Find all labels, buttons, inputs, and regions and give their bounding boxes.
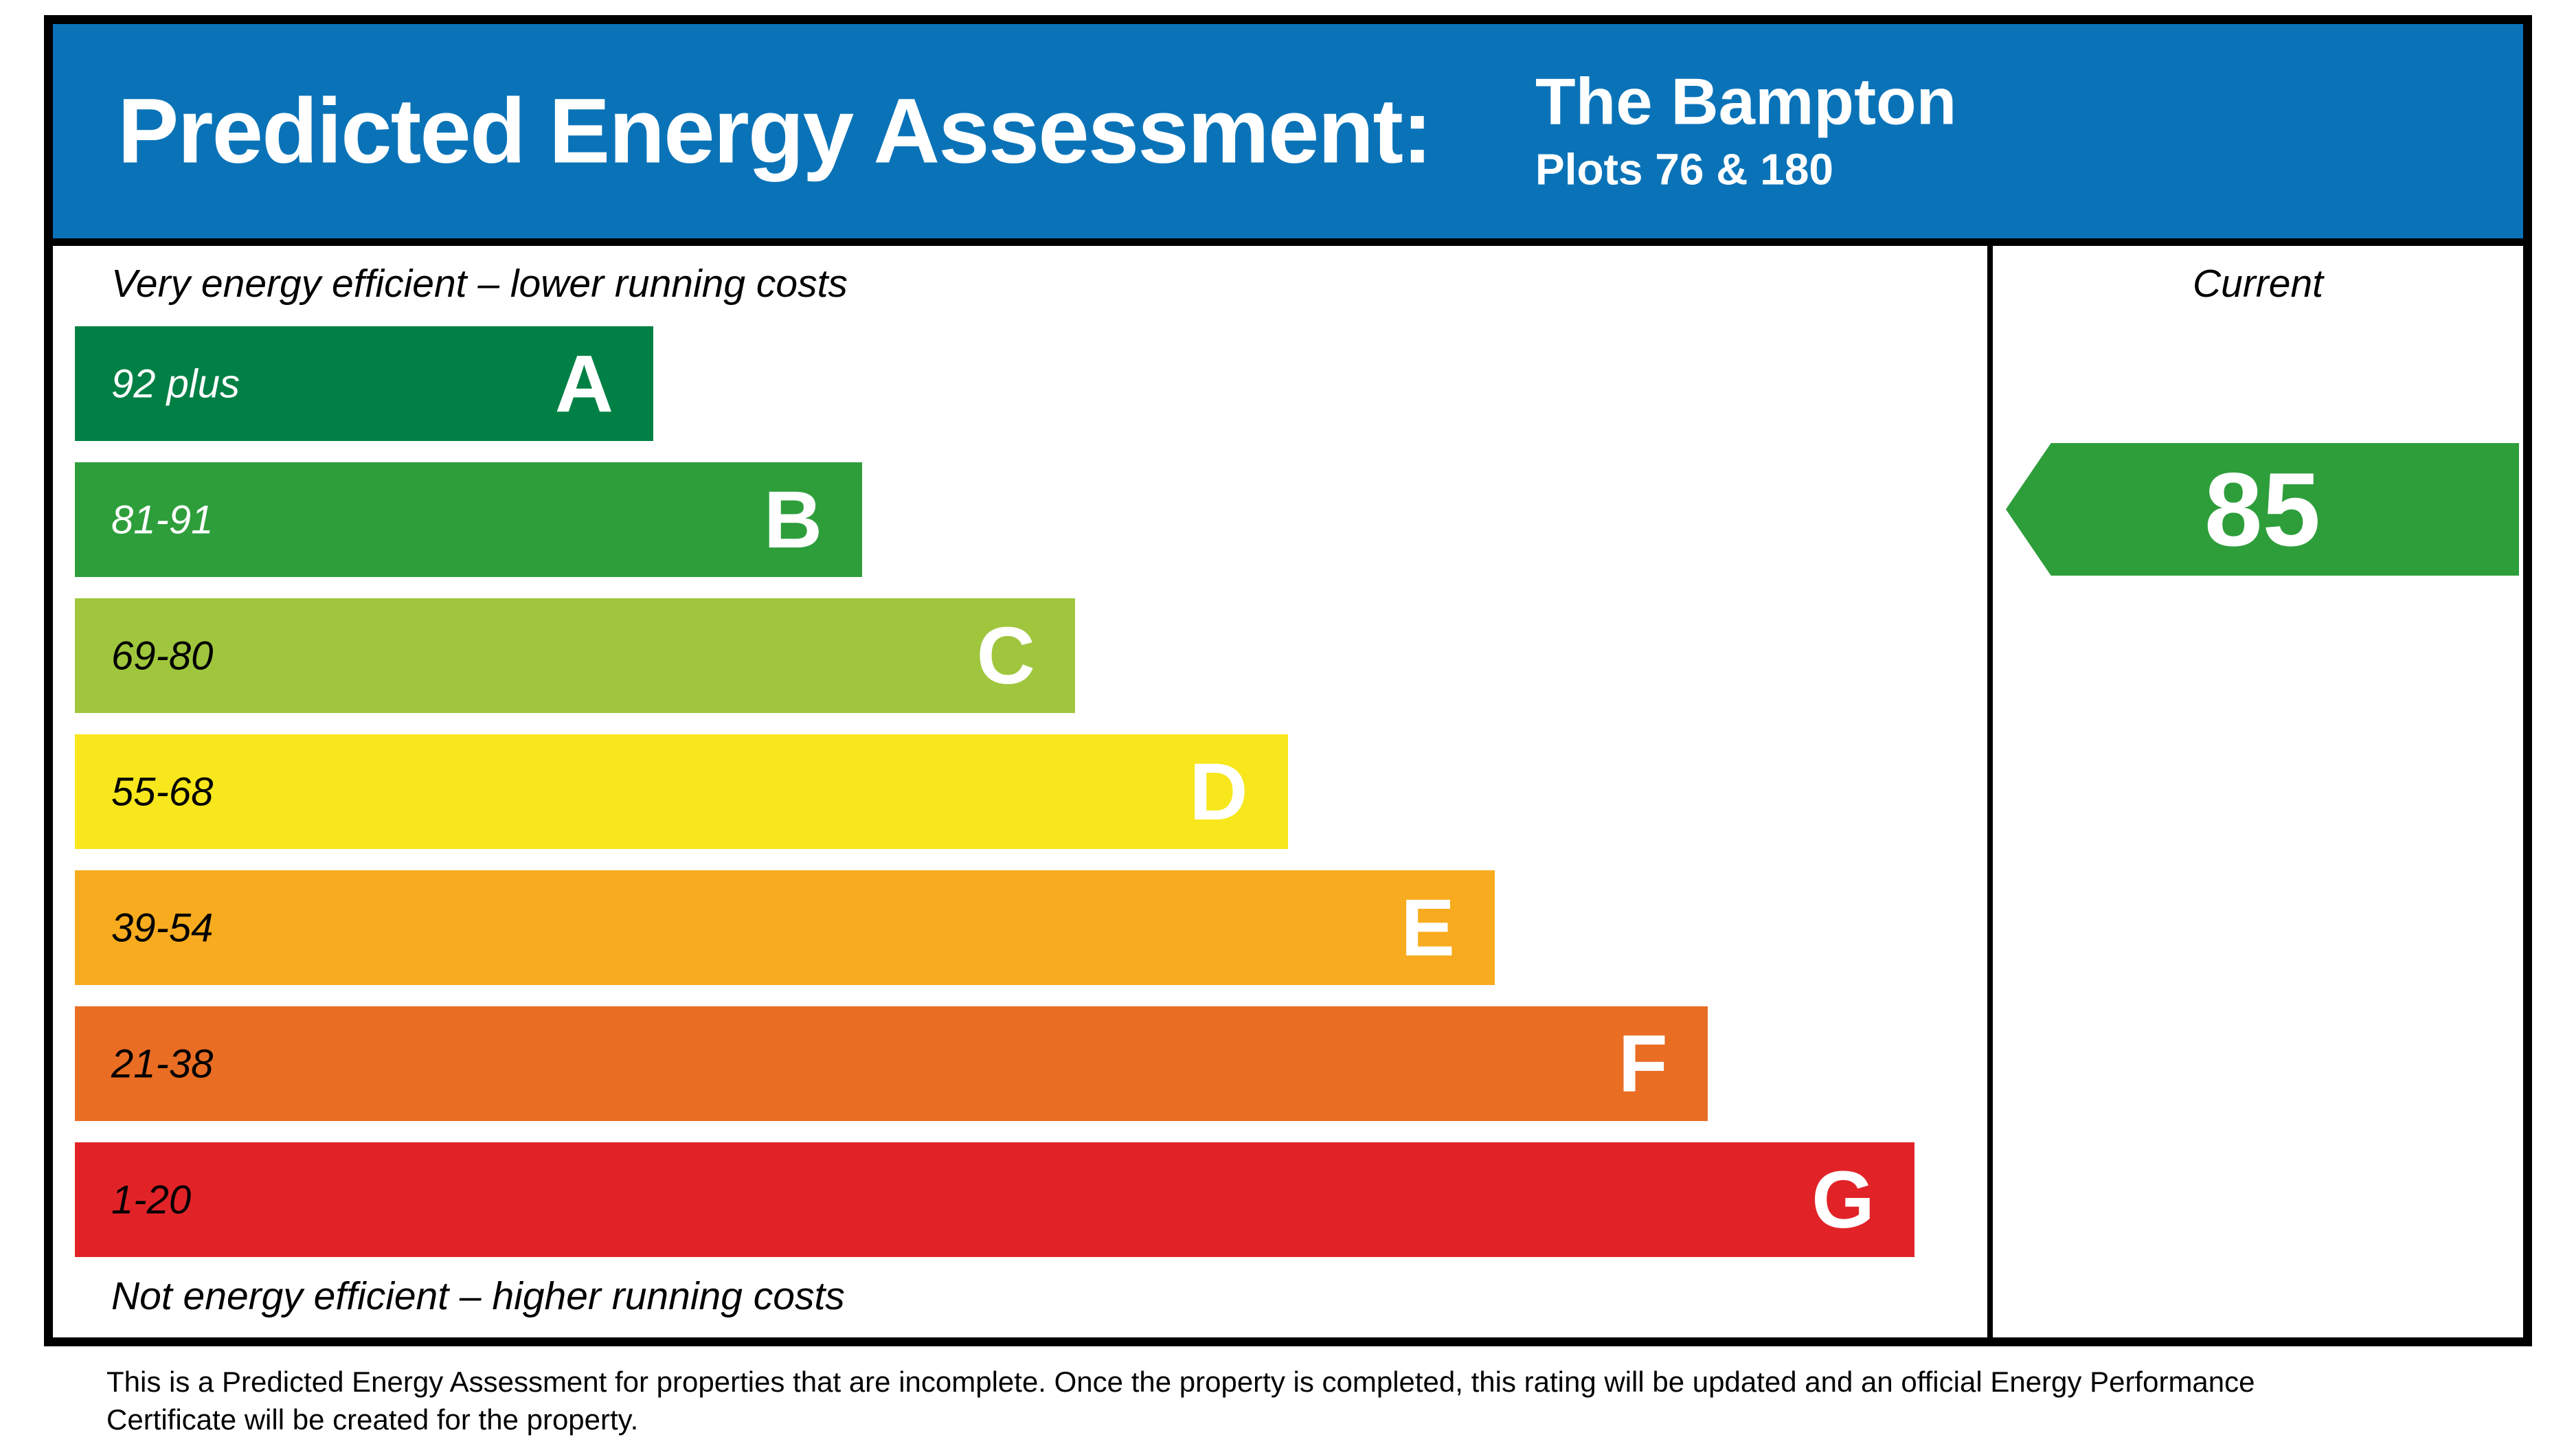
band-letter: C: [976, 610, 1035, 701]
band-range-label: 92 plus: [111, 361, 240, 406]
band-letter: B: [763, 474, 823, 565]
rating-scale-panel: Very energy efficient – lower running co…: [53, 246, 1993, 1337]
rating-band-row-b: 81-91 B: [75, 462, 863, 577]
property-name: The Bampton: [1535, 65, 1957, 139]
band-range-label: 39-54: [111, 905, 214, 950]
caption-not-efficient: Not energy efficient – higher running co…: [111, 1274, 845, 1318]
header-bar: Predicted Energy Assessment: The Bampton…: [53, 24, 2523, 246]
band-range-label: 55-68: [111, 769, 214, 814]
band-range-label: 1-20: [111, 1177, 192, 1222]
current-rating-panel: Current 85: [1993, 246, 2523, 1337]
current-rating-value: 85: [2204, 451, 2321, 568]
rating-band-row-e: 39-54 E: [75, 870, 1495, 985]
rating-band-row-c: 69-80 C: [75, 598, 1075, 713]
band-letter: F: [1618, 1018, 1668, 1109]
rating-band-row-d: 55-68 D: [75, 734, 1288, 849]
band-letter: E: [1401, 882, 1455, 973]
band-range-label: 81-91: [111, 497, 214, 542]
band-range-label: 69-80: [111, 633, 214, 678]
property-plots: Plots 76 & 180: [1535, 144, 1833, 194]
chart-area: Very energy efficient – lower running co…: [53, 246, 2523, 1337]
rating-band-row-f: 21-38 F: [75, 1006, 1708, 1121]
rating-band-row-a: 92 plus A: [75, 326, 653, 441]
band-range-label: 21-38: [111, 1041, 214, 1086]
band-letter: G: [1811, 1154, 1875, 1245]
caption-very-efficient: Very energy efficient – lower running co…: [111, 262, 848, 306]
footer-line-1: This is a Predicted Energy Assessment fo…: [106, 1366, 2255, 1398]
epc-frame: Predicted Energy Assessment: The Bampton…: [44, 15, 2532, 1346]
page-title: Predicted Energy Assessment:: [117, 80, 1433, 183]
current-column-header: Current: [2192, 262, 2324, 306]
band-letter: D: [1189, 746, 1248, 837]
band-letter: A: [554, 338, 613, 429]
property-block: The Bampton Plots 76 & 180: [1535, 65, 1957, 195]
footer-disclaimer: This is a Predicted Energy Assessment fo…: [106, 1363, 2255, 1438]
rating-band-row-g: 1-20 G: [75, 1142, 1915, 1257]
footer-line-2: Certificate will be created for the prop…: [106, 1403, 639, 1436]
current-rating-arrow: 85: [2006, 443, 2519, 576]
